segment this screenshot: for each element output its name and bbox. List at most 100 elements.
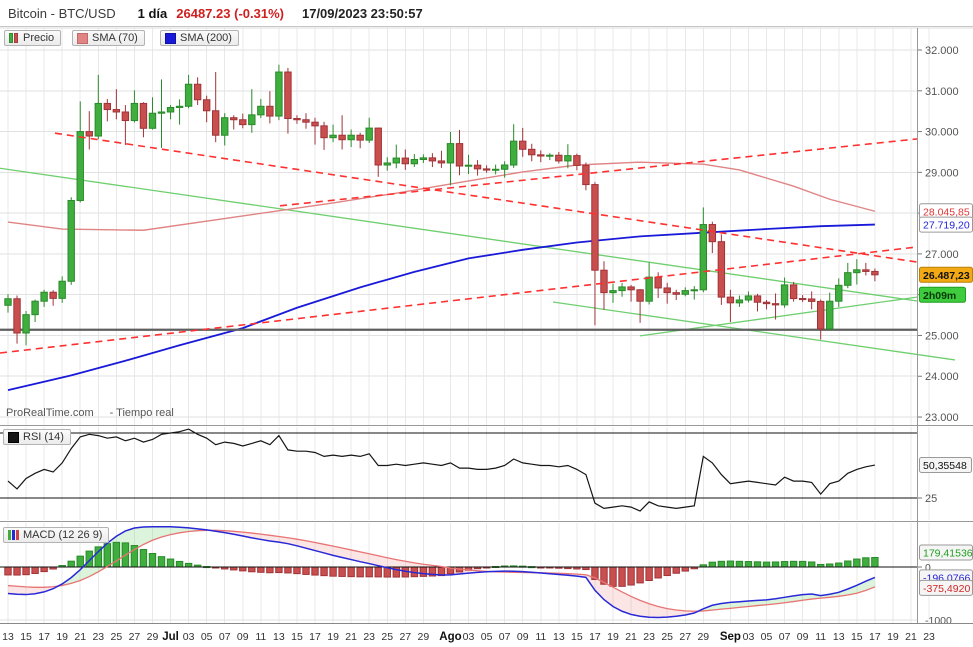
macd-histogram-bar [175,560,184,568]
x-axis-label: 03 [183,631,195,643]
x-axis-label: 11 [255,631,266,643]
candle-countdown-box [919,286,966,303]
candle-body [546,154,554,157]
candle-body [31,300,39,316]
sma70-value-box-label: 28.045,85 [923,206,970,218]
x-axis-label: 29 [418,631,430,643]
macd-band [378,555,388,568]
price-tick-label: 29.000 [925,167,959,179]
candle-body [320,125,328,139]
red-dashed-trendline[interactable] [54,132,918,263]
candle-body [862,269,870,272]
legend-price-label: Precio [23,32,55,44]
rsi-indicator-chip[interactable]: RSI (14) [3,429,71,445]
candle-body [392,157,400,164]
candle-body [491,168,500,171]
candle-body [293,118,301,121]
macd-band [739,601,749,608]
candle-body [835,284,843,302]
candle-body [807,298,816,302]
macd-histogram-bar [871,556,879,568]
candle-countdown-box-label: 2h09m [923,290,956,302]
macd-histogram-bar [636,566,644,584]
macd-histogram-bar [735,560,744,568]
macd-histogram-bar [284,566,292,574]
macd-histogram-bar [103,543,112,568]
candle-body [645,276,653,302]
sma70-series-icon [77,32,88,44]
candle-body [302,119,310,123]
macd-histogram-bar [356,566,364,578]
green-trendline[interactable] [0,167,918,302]
candle-body [789,284,798,300]
x-axis-label: 03 [463,631,475,643]
macd-histogram-bar [347,566,355,578]
macd-histogram-bar [302,566,310,575]
legend-sma70-chip[interactable]: SMA (70) [72,30,145,46]
macd-tick-label: -1000 [925,615,952,627]
macd-histogram-bar [771,561,780,568]
candle-body [853,269,861,274]
macd-histogram-bar [762,561,771,568]
candle-body [564,155,572,162]
macd-histogram-bar [311,566,319,576]
candle-body [166,106,175,113]
x-axis-label: 15 [571,631,583,643]
candle-body [627,286,635,291]
timeframe-label[interactable]: 1 día [137,5,168,21]
green-trendline[interactable] [552,301,956,361]
price-tick-label: 32.000 [925,45,959,57]
macd-band [8,585,18,595]
macd-band [360,551,370,564]
macd-band [369,553,379,566]
candle-body [735,299,744,304]
macd-histogram-bar [618,566,626,587]
macd-histogram-bar [807,561,816,568]
candle-body [699,224,708,291]
candle-body [555,154,563,162]
macd-histogram-bar [853,558,861,568]
macd-band [269,535,279,543]
legend-sma200-label: SMA (200) [180,32,232,44]
macd-signal-value-box-label: -375,4920 [923,583,970,595]
rsi-value-box [919,457,972,474]
candle-body [338,134,346,141]
candle-body [753,295,762,303]
macd-band [134,526,144,550]
macd-histogram-bar [419,566,428,577]
macd-band [721,602,731,610]
legend-price-chip[interactable]: Precio [4,30,62,46]
macd-histogram-bar [672,566,680,574]
macd-histogram-bar [248,566,256,573]
candle-body [248,114,256,126]
macd-band [640,600,650,618]
legend-sma200-chip[interactable]: SMA (200) [160,30,239,46]
candle-body [157,111,166,114]
candle-body [239,119,247,126]
macd-histogram-bar [374,566,382,578]
macd-indicator-chip[interactable]: MACD (12 26 9) [3,527,110,543]
realtime-watermark: - Tiempo real [109,407,174,419]
candle-body [211,110,220,136]
macd-band [26,586,36,595]
macd-histogram-bar [708,561,717,568]
x-axis-label: 21 [345,631,357,643]
candle-body [202,99,211,112]
x-axis-label: 23 [643,631,655,643]
red-dashed-trendline[interactable] [0,246,918,354]
x-axis-label: Ago [439,631,461,643]
candle-body [636,289,644,302]
macd-histogram-bar [609,566,617,587]
x-axis-label: 27 [399,631,411,643]
macd-band [324,544,334,556]
candle-body [94,102,102,137]
macd-band [730,601,740,609]
macd-histogram-bar [645,566,653,582]
red-dashed-trendline[interactable] [279,138,918,207]
candle-body [266,105,274,117]
macd-histogram-bar [76,555,84,568]
candle-body [654,276,662,289]
x-axis-label: 07 [219,631,231,643]
